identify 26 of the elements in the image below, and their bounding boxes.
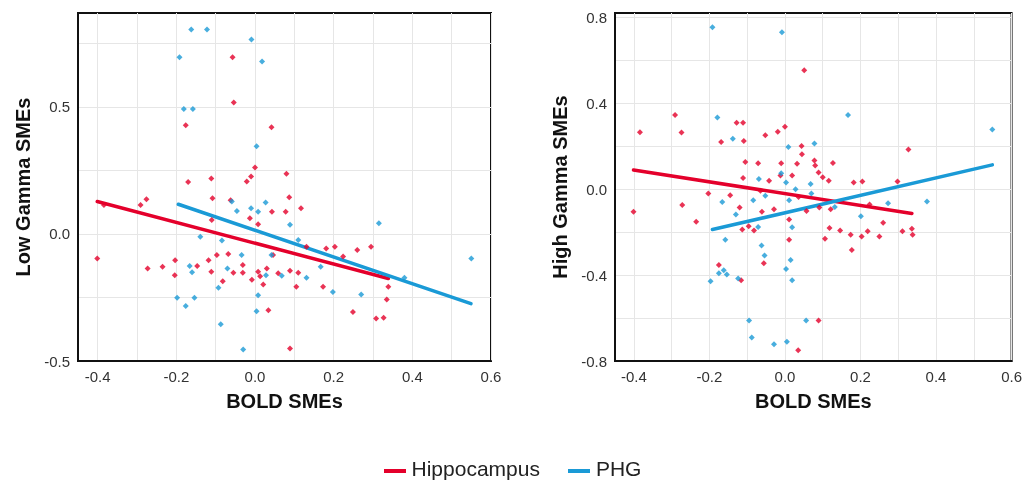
y-tick-label: 0.4	[586, 94, 607, 112]
x-tick-label: 0.0	[774, 368, 796, 385]
x-tick-label: 0.6	[1001, 368, 1022, 385]
x-tick-label: 0.0	[244, 368, 266, 385]
x-tick-label: -0.2	[696, 368, 723, 385]
y-tick-label: 0.8	[586, 8, 607, 26]
y-tick-label: -0.5	[44, 352, 70, 370]
y-tick-label: -0.4	[581, 266, 607, 284]
x-axis-title: BOLD SMEs	[754, 390, 872, 412]
y-tick-label: 0.0	[586, 180, 607, 198]
y-axis-title: Low Gamma SMEs	[12, 97, 34, 277]
x-tick-label: 0.6	[480, 368, 502, 385]
x-tick-label: -0.4	[84, 368, 111, 385]
x-axis-title: BOLD SMEs	[226, 390, 343, 412]
x-tick-label: -0.2	[163, 368, 190, 385]
x-tick-label: 0.2	[850, 368, 871, 385]
x-tick-label: 0.4	[401, 368, 423, 385]
legend-label: Hippocampus	[411, 457, 540, 481]
x-tick-label: 0.4	[925, 368, 947, 385]
y-tick-label: 0.5	[49, 98, 70, 116]
y-tick-label: -0.8	[581, 352, 607, 370]
y-tick-label: 0.0	[49, 225, 70, 243]
x-tick-label: 0.2	[323, 368, 345, 385]
y-axis-title: High Gamma SMEs	[549, 95, 571, 279]
x-tick-label: -0.4	[620, 368, 647, 385]
legend-label: PHG	[595, 457, 642, 481]
